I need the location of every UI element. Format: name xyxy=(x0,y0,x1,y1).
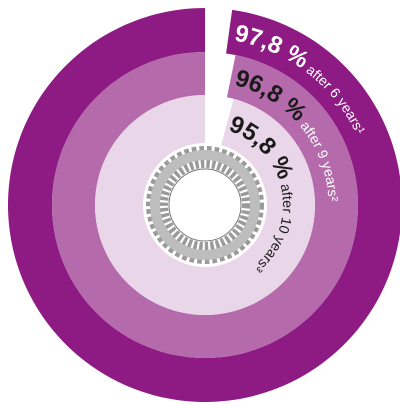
washer-body xyxy=(150,150,260,260)
washer-hole xyxy=(168,168,242,242)
ring-arc xyxy=(94,95,315,315)
rings xyxy=(8,8,400,402)
washer xyxy=(146,146,264,264)
